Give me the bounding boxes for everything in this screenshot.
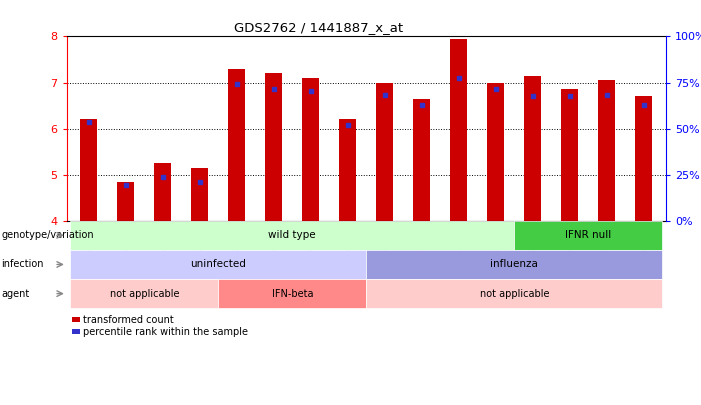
- Bar: [599, 80, 615, 221]
- Bar: [414, 99, 430, 221]
- Bar: [154, 163, 171, 221]
- Bar: [487, 83, 504, 221]
- Text: IFNR null: IFNR null: [565, 230, 611, 240]
- Bar: [118, 181, 134, 221]
- Bar: [70, 221, 515, 250]
- Text: uninfected: uninfected: [191, 260, 246, 269]
- Bar: [366, 250, 662, 279]
- Bar: [366, 279, 662, 308]
- Text: transformed count: transformed count: [83, 315, 174, 324]
- Text: wild type: wild type: [268, 230, 316, 240]
- Text: influenza: influenza: [490, 260, 538, 269]
- Text: percentile rank within the sample: percentile rank within the sample: [83, 327, 248, 337]
- Text: IFN-beta: IFN-beta: [271, 289, 313, 298]
- Bar: [81, 119, 97, 221]
- Bar: [218, 279, 366, 308]
- Text: not applicable: not applicable: [109, 289, 179, 298]
- Text: infection: infection: [1, 260, 44, 269]
- Bar: [70, 250, 366, 279]
- Bar: [302, 78, 319, 221]
- Bar: [515, 221, 662, 250]
- Bar: [72, 329, 80, 334]
- Bar: [635, 96, 652, 221]
- Bar: [562, 90, 578, 221]
- Bar: [229, 69, 245, 221]
- Bar: [266, 73, 282, 221]
- Bar: [70, 279, 218, 308]
- Text: agent: agent: [1, 289, 29, 298]
- Bar: [524, 76, 541, 221]
- Bar: [451, 39, 467, 221]
- Bar: [339, 119, 356, 221]
- Title: GDS2762 / 1441887_x_at: GDS2762 / 1441887_x_at: [233, 21, 403, 34]
- Text: not applicable: not applicable: [479, 289, 549, 298]
- Bar: [376, 83, 393, 221]
- Bar: [191, 168, 208, 221]
- Bar: [72, 317, 80, 322]
- Text: genotype/variation: genotype/variation: [1, 230, 94, 240]
